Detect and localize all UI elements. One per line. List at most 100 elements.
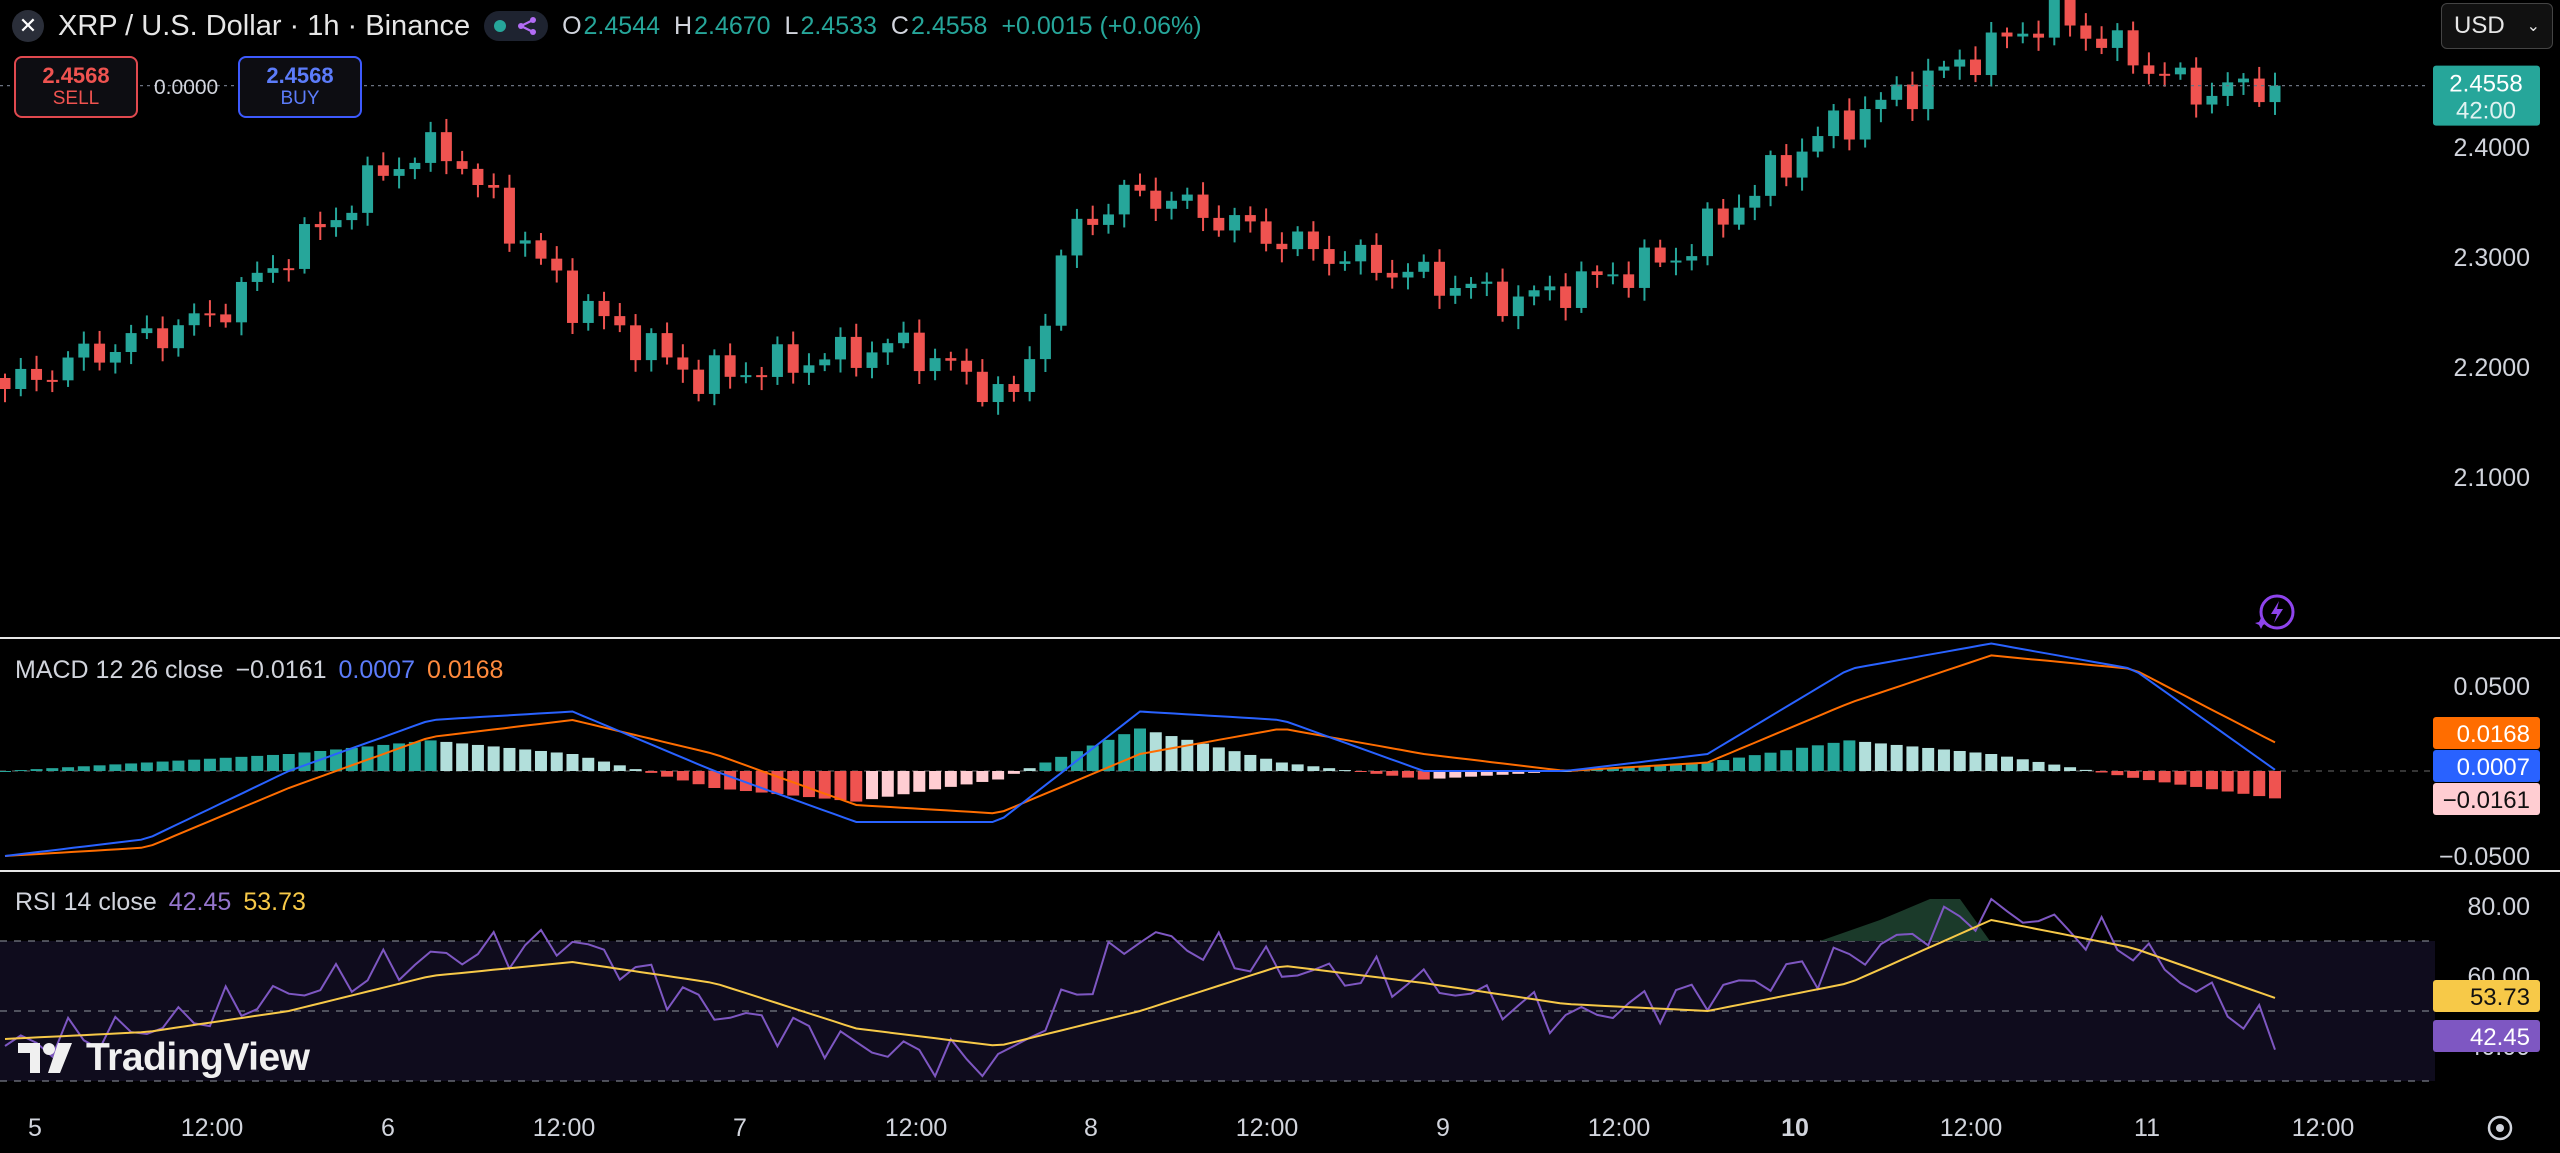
macd-histogram-bar [598, 761, 611, 771]
macd-legend[interactable]: MACD 12 26 close −0.0161 0.0007 0.0168 [15, 656, 503, 685]
macd-histogram-bar [125, 763, 138, 771]
macd-histogram-bar [897, 771, 910, 795]
macd-histogram-bar [2111, 771, 2124, 776]
time-axis-tick: 12:00 [885, 1114, 948, 1142]
candle-body [0, 378, 11, 389]
macd-histogram-bar [424, 740, 437, 771]
candle-body [1828, 110, 1840, 137]
candle-body [2143, 65, 2155, 74]
candle-body [645, 333, 657, 361]
macd-histogram-bar [2079, 769, 2092, 771]
macd-histogram-bar [676, 771, 689, 781]
symbol-title[interactable]: XRP / U.S. Dollar · 1h · Binance [58, 9, 471, 42]
macd-histogram-bar [1260, 758, 1273, 771]
macd-histogram-bar [802, 771, 815, 798]
macd-histogram-bar [298, 752, 311, 771]
candle-body [1875, 99, 1887, 110]
candle-body [1355, 244, 1367, 262]
rsi-ma-line [4, 918, 2276, 1047]
macd-histogram-bar [913, 771, 926, 792]
candle-body [1465, 283, 1477, 289]
candle-body [172, 325, 184, 349]
candle-body [456, 161, 468, 169]
macd-histogram-bar [1323, 768, 1336, 771]
candle-body [1276, 243, 1288, 250]
chevron-down-icon: ⌄ [2526, 18, 2540, 35]
macd-histogram-bar [2016, 759, 2029, 771]
candle-body [1213, 217, 1225, 231]
macd-histogram-bar [1796, 747, 1809, 771]
macd-histogram-bar [282, 754, 295, 771]
ohlc-open: O2.4544 [562, 11, 660, 40]
macd-histogram-bar [235, 756, 248, 771]
candle-body [582, 300, 594, 323]
tradingview-logo[interactable]: TradingView [18, 1036, 310, 1080]
time-axis-tick: 6 [381, 1114, 395, 1142]
candle-body [2096, 38, 2108, 48]
sell-button[interactable]: 2.4568 SELL [14, 56, 138, 118]
candle-body [598, 300, 610, 317]
spread-value: 0.0000 [154, 76, 219, 99]
macd-histogram-bar [46, 768, 59, 771]
market-status-pill[interactable] [484, 11, 549, 41]
macd-histogram-bar [960, 771, 973, 785]
macd-value-label: −0.0161 [2443, 787, 2530, 814]
candle-body [535, 240, 547, 259]
macd-histogram-bar [629, 769, 642, 771]
candle-body [1244, 215, 1256, 222]
candle-body [1386, 272, 1398, 278]
buy-price: 2.4568 [266, 63, 334, 88]
macd-histogram-bar [929, 771, 942, 790]
candle-body [94, 343, 106, 363]
macd-histogram-bar [1764, 752, 1777, 771]
price-change: +0.0015 (+0.06%) [1001, 11, 1202, 40]
candle-body [1859, 109, 1871, 140]
macd-histogram-bar [2048, 764, 2061, 771]
macd-histogram-bar [456, 743, 469, 771]
macd-histogram-bar [172, 760, 185, 771]
macd-histogram-bar [2095, 771, 2108, 773]
candle-body [1638, 247, 1650, 288]
candle-body [267, 268, 279, 273]
macd-histogram-bar [1890, 744, 1903, 771]
candle-body [1702, 208, 1713, 257]
candle-body [1008, 384, 1020, 392]
candle-body [2253, 78, 2265, 103]
settings-icon[interactable] [2487, 1115, 2513, 1141]
macd-histogram-bar [550, 752, 563, 771]
candle-body [1292, 231, 1304, 250]
macd-histogram-bar [1417, 771, 1430, 780]
countdown-label: 42:00 [2456, 98, 2516, 125]
currency-select[interactable]: USD ⌄ [2441, 3, 2553, 49]
macd-histogram-bar [1480, 771, 1493, 776]
time-axis-tick: 12:00 [533, 1114, 596, 1142]
macd-histogram-bar [1937, 749, 1950, 771]
candle-body [1497, 281, 1509, 317]
candle-body [393, 169, 405, 176]
candle-body [1906, 84, 1918, 110]
macd-histogram-bar [1401, 771, 1414, 778]
price-axis-tick: 2.3000 [2454, 244, 2530, 272]
candle-body [913, 332, 925, 372]
macd-histogram-bar [2269, 771, 2281, 799]
candle-body [1686, 256, 1698, 261]
macd-histogram-bar [2001, 756, 2014, 771]
macd-legend-name: MACD 12 26 close [15, 656, 224, 684]
candle-body [425, 132, 437, 163]
rsi-legend-name: RSI 14 close [15, 888, 157, 916]
macd-histogram-bar [944, 771, 957, 787]
close-icon[interactable]: ✕ [12, 10, 44, 42]
candle-body [157, 328, 169, 349]
lightning-icon[interactable] [2255, 592, 2295, 632]
candle-body [31, 368, 43, 380]
time-axis-tick: 12:00 [2292, 1114, 2355, 1142]
buy-button[interactable]: 2.4568 BUY [238, 56, 362, 118]
rsi-legend-ma: 53.73 [243, 888, 306, 916]
candle-body [409, 162, 421, 170]
rsi-legend[interactable]: RSI 14 close 42.45 53.73 [15, 888, 306, 917]
macd-histogram-bar [534, 750, 547, 771]
macd-histogram-bar [62, 767, 75, 771]
macd-histogram-bar [251, 755, 264, 771]
time-axis-tick: 7 [733, 1114, 747, 1142]
